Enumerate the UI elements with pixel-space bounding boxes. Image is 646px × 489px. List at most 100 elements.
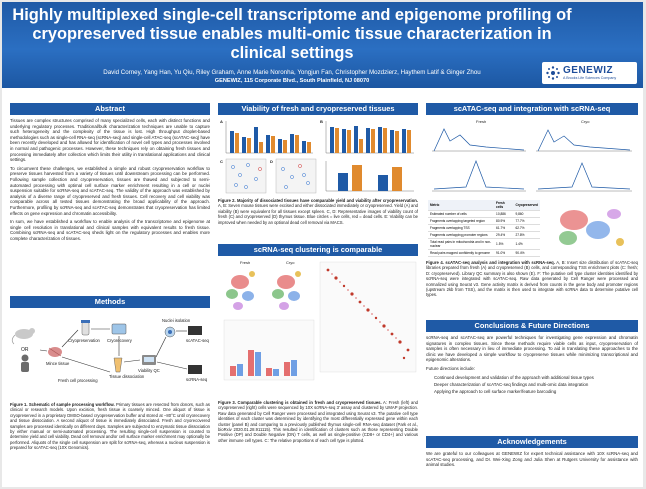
tss-plot-cryo [536,162,632,192]
figure-2-caption-title: Figure 2. Majority of dissociated tissue… [218,198,418,203]
scatac-cryo-label: Cryo [581,119,590,124]
person-icon [21,354,29,372]
tube-icon [113,357,123,373]
mince-tissue-icon [48,347,62,357]
panel-d-label: D [270,159,273,164]
yield-bar-plot [225,121,313,154]
scrna-figure: Fresh Cryo [218,258,418,396]
insert-size-plot-cryo [536,129,632,152]
authors: David Corney, Yang Han, Yu Qiu, Riley Gr… [103,69,481,76]
panel-a-label: A [220,119,223,124]
abstract-paragraph-2: To circumvent these challenges, we estab… [10,165,210,216]
poster-header: Highly multiplexed single-cell transcrip… [2,2,643,88]
table-row: Fragments overlapping targeted region 80.… [428,217,540,225]
scatac-label: scATAC-seq [186,338,210,343]
scrna-label: scRNA-seq [186,377,208,382]
acknowledgements-text: We are grateful to our colleagues at GEN… [426,451,638,468]
viability-bar-plot [325,121,414,154]
cryo-viability-image [275,158,317,194]
figure-1-caption-title: Figure 1. Schematic of sample processing… [10,402,115,407]
or-label: OR [21,347,29,353]
acknowledgements-heading: Acknowledgements [426,436,638,448]
figure-4-caption-text: A, B: Insert size distribution of scATAC… [426,260,638,298]
viability-heading: Viability of fresh and cryopreserved tis… [218,103,418,115]
scrna-svg: Fresh Cryo [223,260,417,381]
figure-3-caption: Figure 3. Comparable clustering is obtai… [218,400,418,484]
figure-2-caption: Figure 2. Majority of dissociated tissue… [218,198,418,240]
scrna-umap-cryo-label: Cryo [286,260,295,265]
scrna-umap-fresh [226,271,255,310]
tss-plot-fresh [432,160,526,192]
abstract-paragraph-1: Tissues are complex structures comprised… [10,118,210,163]
dead-cell-removal-plot [325,161,414,192]
table-row: Read pairs mapped confidently to genome 9… [428,249,540,257]
list-item: Applying the approach to cell surface ma… [434,389,638,395]
mince-label: Mince tissue [46,361,70,366]
workflow-diagram: OR Mince tissue Cryopreservation [10,310,210,398]
qc-table: Metric Fresh cells Cryopreserved Estimat… [428,200,540,257]
chip-icon-rna [188,365,202,374]
figure-3-caption-text: A: Fresh (left) and cryopreserved (right… [218,400,418,443]
proportion-plot-c [223,319,315,381]
qc-header-fresh: Fresh cells [494,200,514,211]
conclusions-heading: Conclusions & Future Directions [426,320,638,332]
scrna-umap-fresh-label: Fresh [240,260,250,265]
cryovial-icon [81,320,90,336]
dotplot-b [319,261,417,373]
future-directions-list: Continued development and validation of … [426,375,638,395]
conclusions-text: scRNA-seq and scATAC-seq are powerful te… [426,335,638,363]
water-bath-icon [111,323,127,335]
nuclei-isolation-label: Nuclei isolation [162,318,191,323]
list-item: Continued development and validation of … [434,375,638,381]
conclusions-body: scRNA-seq and scATAC-seq are powerful te… [426,335,638,423]
workflow-svg: OR Mince tissue Cryopreservation [11,318,210,383]
insert-size-plot-fresh [432,128,526,152]
abstract-paragraph-3: In sum, we have established a workflow t… [10,219,210,241]
methods-heading: Methods [10,296,210,308]
scrna-umap-cryo [272,271,301,310]
future-directions-label: Future directions include: [426,365,476,371]
abstract-heading: Abstract [10,103,210,115]
scatac-heading: scATAC-seq and integration with scRNA-se… [426,103,638,115]
nuclei-icon [164,326,176,338]
figure-1-caption-text: Primary tissues are resected from donors… [10,402,210,451]
scatac-umap-integration [559,209,624,246]
figure-4-caption-title: Figure 4. scATAC-seq analysis and integr… [426,260,555,265]
logo-text: GENEWIZ [563,65,614,76]
panel-c-label: C [220,159,223,164]
figure-1-caption: Figure 1. Schematic of sample processing… [10,402,210,484]
table-row: Total read pairs in mitochondria and in … [428,238,540,250]
chip-icon-atac [188,326,202,335]
table-row: Estimated number of cells 10,886 9,860 [428,210,540,218]
poster-title: Highly multiplexed single-cell transcrip… [12,6,572,62]
genewiz-logo-icon [546,66,560,80]
affiliation: GENEWIZ, 115 Corporate Blvd., South Plai… [214,78,370,84]
cell-counter-icon [142,355,156,365]
scatac-fresh-label: Fresh [476,119,486,124]
figure-4-caption: Figure 4. scATAC-seq analysis and integr… [426,260,638,316]
logo-subtitle: A Brooks Life Sciences Company [563,76,617,80]
scatac-figure-top: Fresh Cryo [426,117,638,195]
viability-figure: A B [218,117,418,195]
scrna-heading: scRNA-seq clustering is comparable [218,244,418,256]
abstract-body: Tissues are complex structures comprised… [10,118,210,288]
viability-qc-label: Viability QC [138,368,160,373]
fresh-viability-image [225,158,267,194]
dissociation-label: Tissue dissociation [109,374,145,379]
table-row: Fragments overlapping promoter regions 29… [428,231,540,239]
figure-3-caption-title: Figure 3. Comparable clustering is obtai… [218,400,382,405]
figure-2-caption-text: A, B: Seven mouse tissues were excised a… [218,203,418,225]
fresh-processing-label: Fresh cell processing [58,378,98,383]
cryopreservation-label: Cryopreservation [68,338,101,343]
viability-svg: A B [220,119,414,194]
qc-header-cryo: Cryopreserved [513,200,540,211]
library-qc-table: Metric Fresh cells Cryopreserved Estimat… [428,200,540,257]
list-item: Deeper characterization of scATAC-seq fi… [434,382,638,388]
qc-header-metric: Metric [428,200,495,211]
mouse-icon [11,328,35,345]
genewiz-logo: GENEWIZ A Brooks Life Sciences Company [542,62,637,84]
cryorecovery-label: Cryorecovery [107,338,133,343]
scatac-figure-bottom: Metric Fresh cells Cryopreserved Estimat… [426,198,638,257]
table-row: Fragments overlapping TSS 61.7% 62.7% [428,224,540,232]
